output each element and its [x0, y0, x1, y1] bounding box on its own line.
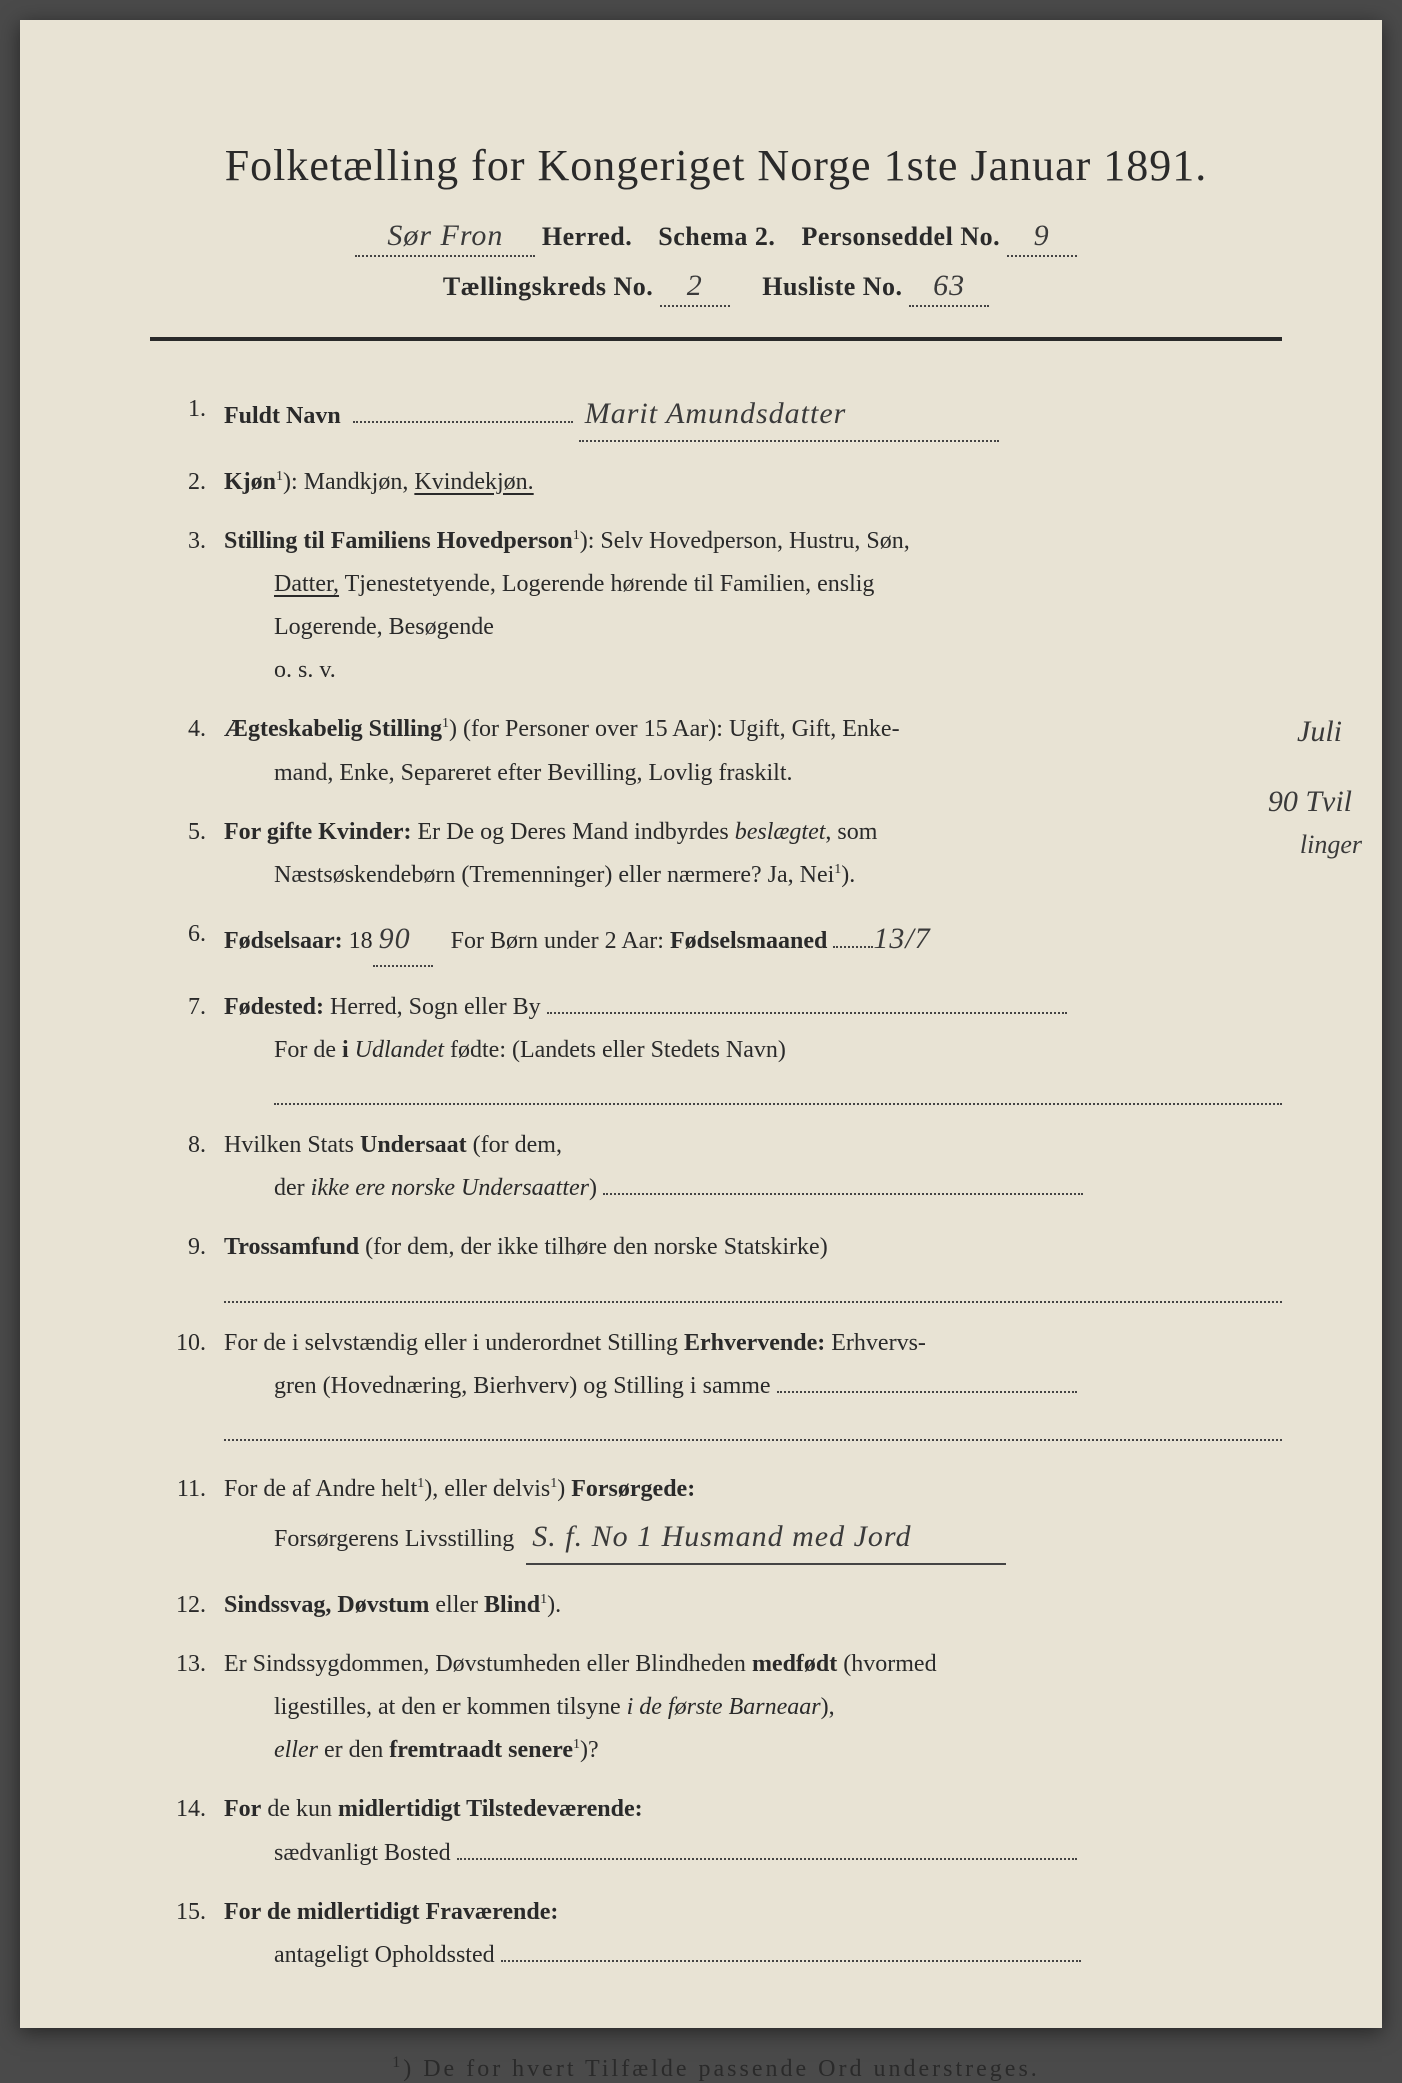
field-label: Kjøn — [224, 469, 276, 495]
item-14: 14. For de kun midlertidigt Tilstedevære… — [170, 1791, 1282, 1871]
item-3: 3. Stilling til Familiens Hovedperson1):… — [170, 523, 1282, 690]
provider-occupation-value: S. f. No 1 Husmand med Jord — [526, 1514, 1006, 1565]
item-num: 3. — [170, 523, 224, 690]
dotted-blank — [224, 1301, 1282, 1303]
husliste-no: 63 — [909, 269, 989, 307]
herred-value: Sør Fron — [355, 219, 535, 257]
birth-year-value: 90 — [373, 916, 433, 967]
birth-month-value: 13/7 — [873, 922, 930, 955]
person-label: Personseddel No. — [801, 222, 1000, 251]
item-12: 12. Sindssvag, Døvstum eller Blind1). — [170, 1587, 1282, 1624]
kreds-label: Tællingskreds No. — [443, 272, 653, 301]
sex-female-selected: Kvindekjøn. — [414, 469, 533, 495]
margin-note-90tvil: 90 Tvil — [1268, 785, 1352, 819]
item-num: 8. — [170, 1127, 224, 1207]
person-no: 9 — [1007, 219, 1077, 257]
husliste-label: Husliste No. — [762, 272, 902, 301]
item-15: 15. For de midlertidigt Fraværende: anta… — [170, 1894, 1282, 1974]
item-num: 2. — [170, 464, 224, 501]
item-num: 12. — [170, 1587, 224, 1624]
sex-male: Mandkjøn, — [304, 469, 409, 495]
item-num: 9. — [170, 1229, 224, 1302]
dotted-blank — [274, 1103, 1282, 1105]
item-num: 14. — [170, 1791, 224, 1871]
item-num: 10. — [170, 1325, 224, 1441]
herred-label: Herred. — [542, 222, 632, 251]
divider — [150, 337, 1282, 341]
item-num: 11. — [170, 1471, 224, 1565]
item-13: 13. Er Sindssygdommen, Døvstumheden elle… — [170, 1646, 1282, 1770]
kreds-no: 2 — [660, 269, 730, 307]
margin-note-juli: Juli — [1297, 715, 1342, 749]
margin-note-linger: linger — [1300, 830, 1362, 860]
item-10: 10. For de i selvstændig eller i underor… — [170, 1325, 1282, 1441]
item-1: 1. Fuldt Navn Marit Amundsdatter — [170, 391, 1282, 442]
birth-place-label: Fødested: — [224, 994, 324, 1020]
footnote: 1) De for hvert Tilfælde passende Ord un… — [150, 2054, 1282, 2083]
item-5: 5. For gifte Kvinder: Er De og Deres Man… — [170, 814, 1282, 894]
field-label: Stilling til Familiens Hovedperson — [224, 528, 573, 554]
schema-label: Schema 2. — [658, 222, 775, 251]
dotted-blank — [224, 1439, 1282, 1441]
item-11: 11. For de af Andre helt1), eller delvis… — [170, 1471, 1282, 1565]
item-9: 9. Trossamfund (for dem, der ikke tilhør… — [170, 1229, 1282, 1302]
item-num: 5. — [170, 814, 224, 894]
birth-year-label: Fødselsaar: — [224, 928, 343, 954]
item-num: 13. — [170, 1646, 224, 1770]
form-list: 1. Fuldt Navn Marit Amundsdatter 2. Kjøn… — [150, 391, 1282, 1974]
field-label: Ægteskabelig Stilling — [224, 716, 442, 742]
item-num: 4. — [170, 711, 224, 791]
item-7: 7. Fødested: Herred, Sogn eller By For d… — [170, 989, 1282, 1105]
item-num: 1. — [170, 391, 224, 442]
relation-datter-selected: Datter, — [274, 571, 339, 597]
item-4: 4. Ægteskabelig Stilling1) (for Personer… — [170, 711, 1282, 791]
header-line-2: Tællingskreds No. 2 Husliste No. 63 — [150, 269, 1282, 307]
item-num: 7. — [170, 989, 224, 1105]
full-name-value: Marit Amundsdatter — [579, 391, 999, 442]
header-line-1: Sør Fron Herred. Schema 2. Personseddel … — [150, 219, 1282, 257]
page-title: Folketælling for Kongeriget Norge 1ste J… — [150, 140, 1282, 191]
item-num: 15. — [170, 1894, 224, 1974]
religion-label: Trossamfund — [224, 1234, 359, 1260]
field-label: For gifte Kvinder: — [224, 819, 412, 845]
item-8: 8. Hvilken Stats Undersaat (for dem, der… — [170, 1127, 1282, 1207]
item-6: 6. Fødselsaar: 1890 For Børn under 2 Aar… — [170, 916, 1282, 967]
item-num: 6. — [170, 916, 224, 967]
census-form-page: Folketælling for Kongeriget Norge 1ste J… — [20, 20, 1382, 2028]
field-label: Fuldt Navn — [224, 403, 341, 429]
item-2: 2. Kjøn1): Mandkjøn, Kvindekjøn. — [170, 464, 1282, 501]
